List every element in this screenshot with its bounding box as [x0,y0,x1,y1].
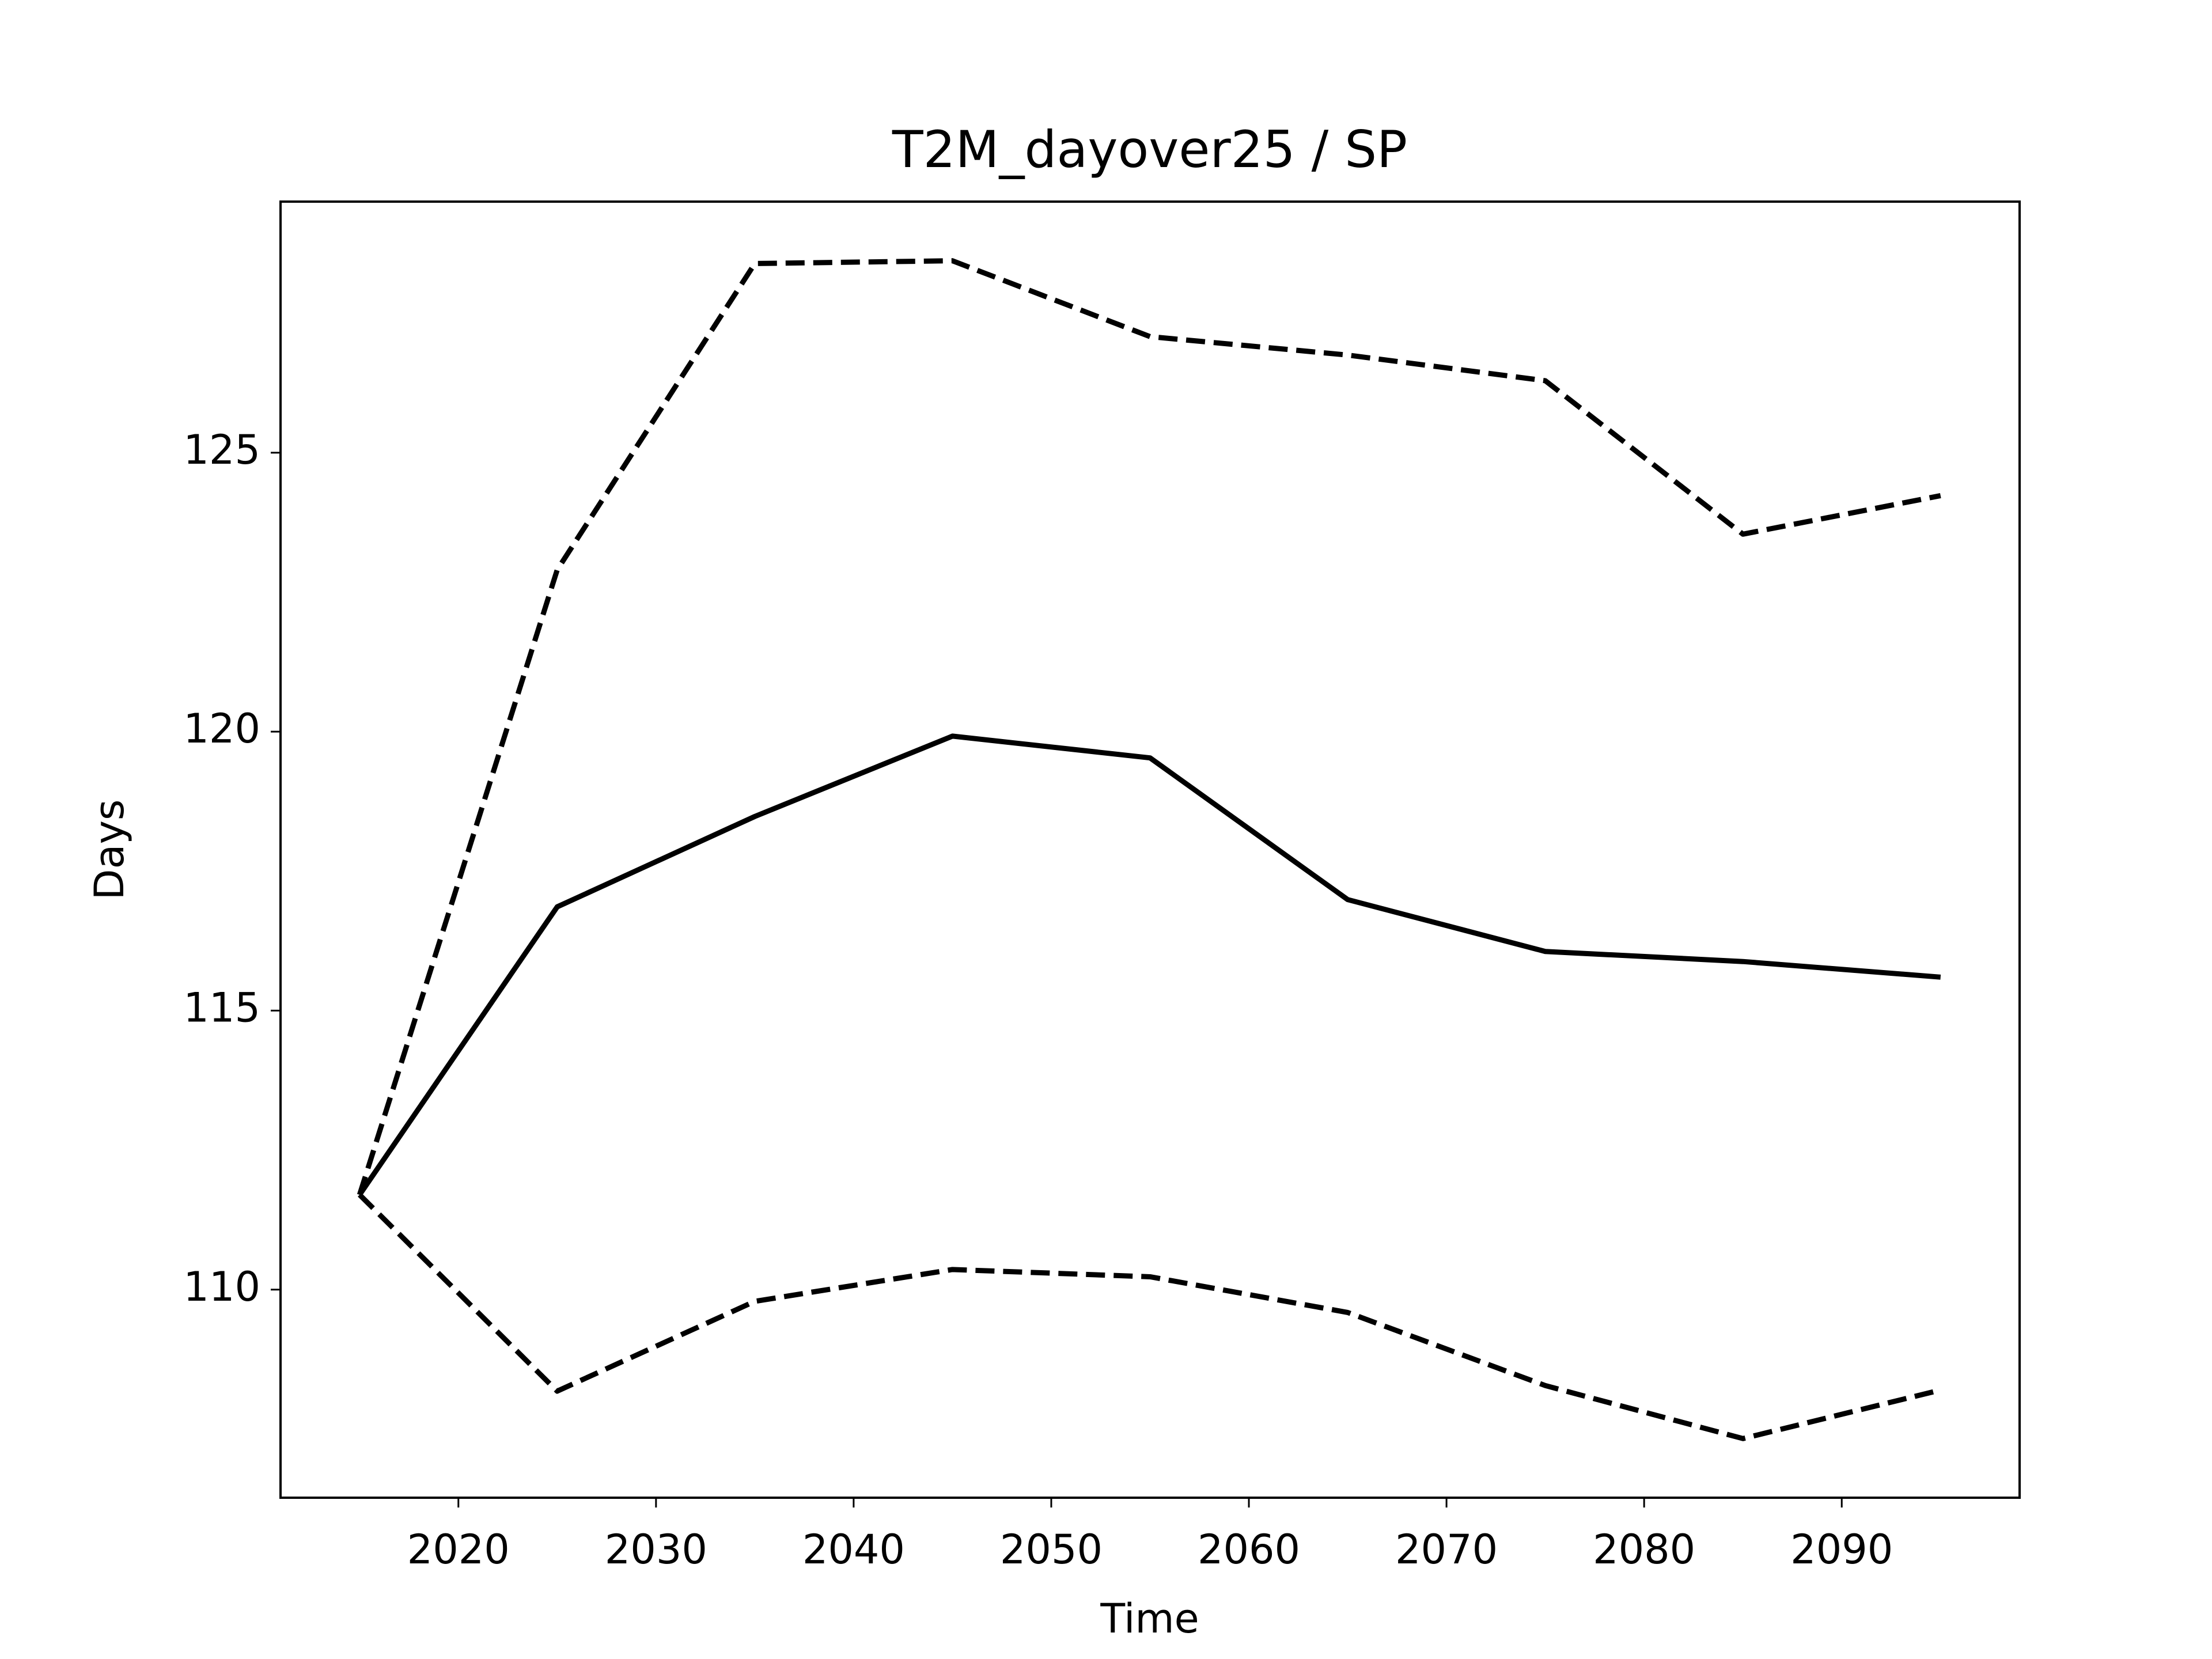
x-tick-label: 2060 [1198,1526,1300,1573]
series-line [358,1192,1941,1441]
x-tick-label: 2020 [407,1526,510,1573]
x-axis-label: Time [1100,1595,1199,1642]
x-tick-label: 2040 [802,1526,905,1573]
series-line [357,258,1941,1196]
y-axis-label: Days [86,800,133,900]
y-tick-label: 125 [183,426,260,474]
x-tick-label: 2030 [605,1526,707,1573]
x-tick-label: 2090 [1790,1526,1893,1573]
x-tick-label: 2080 [1593,1526,1695,1573]
y-tick-label: 115 [183,984,260,1031]
series-line [357,733,1941,1196]
x-tick-label: 2070 [1395,1526,1498,1573]
x-tick-label: 2050 [1000,1526,1103,1573]
chart-title: T2M_dayover25 / SP [892,120,1407,179]
plot-frame [279,200,2021,1499]
y-tick-label: 110 [183,1263,260,1310]
y-tick-label: 120 [183,705,260,752]
